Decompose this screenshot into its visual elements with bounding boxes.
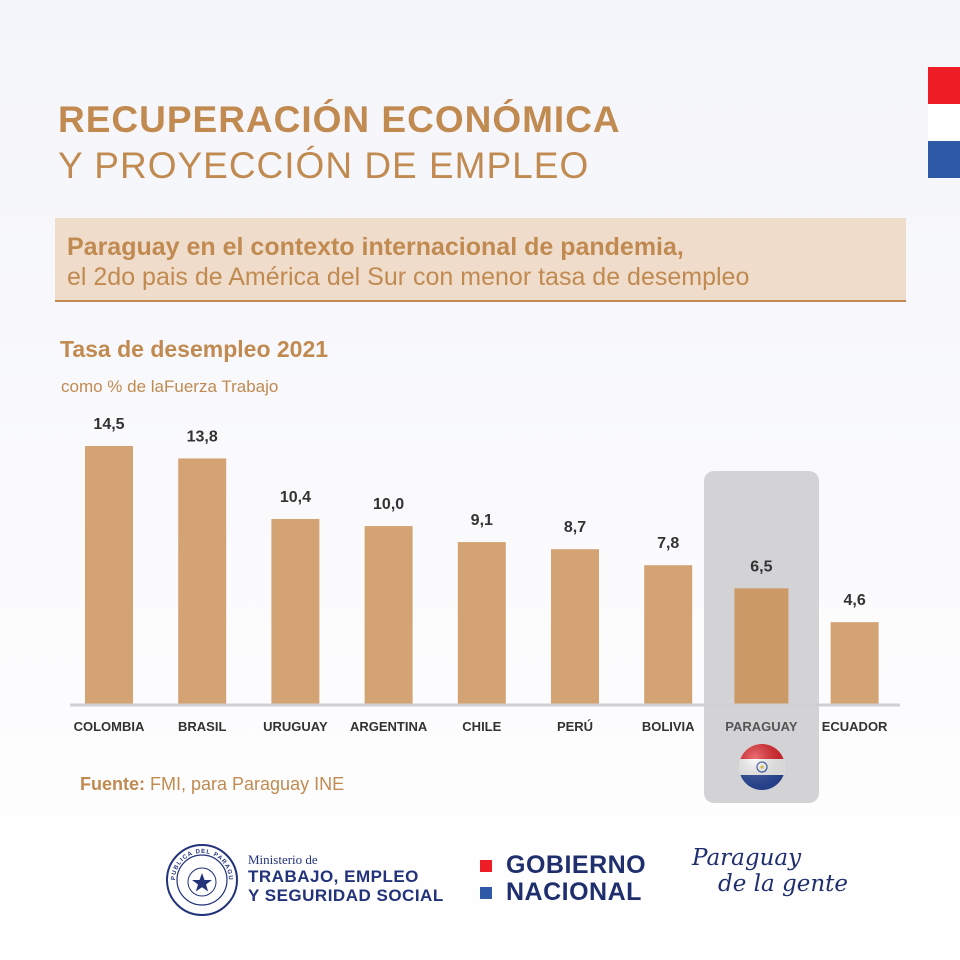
source-note: Fuente: FMI, para Paraguay INE — [80, 774, 344, 795]
red-square-icon — [480, 859, 492, 872]
bar-ecuador — [830, 622, 879, 704]
value-label-colombia: 14,5 — [93, 416, 124, 433]
source-text: FMI, para Paraguay INE — [145, 774, 345, 794]
flag-red-stripe — [928, 67, 960, 104]
bar-paraguay — [734, 588, 789, 704]
svg-text:REPUBLICA DEL PARAGUAY: REPUBLICA DEL PARAGUAY — [165, 843, 233, 881]
headline-banner: Paraguay en el contexto internacional de… — [55, 218, 906, 302]
paraguay-flag-strip — [928, 67, 960, 178]
category-label-perú: PERÚ — [557, 719, 593, 734]
value-label-argentina: 10,0 — [373, 496, 404, 513]
brand-line-2: de la gente — [718, 871, 849, 897]
ministry-line-1: Ministerio de — [248, 852, 318, 867]
bar-uruguay — [271, 518, 320, 704]
category-label-ecuador: ECUADOR — [822, 719, 888, 734]
value-label-brasil: 13,8 — [187, 428, 218, 445]
page-title: RECUPERACIÓN ECONÓMICA Y PROYECCIÓN DE E… — [58, 98, 621, 188]
title-line-2: Y PROYECCIÓN DE EMPLEO — [58, 145, 590, 186]
value-label-uruguay: 10,4 — [280, 489, 311, 506]
bar-perú — [551, 549, 599, 704]
title-line-1: RECUPERACIÓN ECONÓMICA — [58, 99, 621, 140]
chart-subtitle: como % de laFuerza Trabajo — [61, 377, 279, 396]
ministry-logo: Ministerio de TRABAJO, EMPLEO Y SEGURIDA… — [248, 852, 444, 906]
bar-bolivia — [644, 565, 693, 704]
ministry-line-3: Y SEGURIDAD SOCIAL — [248, 886, 444, 905]
bar-chile — [457, 542, 506, 704]
source-label: Fuente: — [80, 774, 145, 794]
category-label-chile: CHILE — [462, 719, 501, 734]
category-label-colombia: COLOMBIA — [74, 719, 145, 734]
brand-line-1: Paraguay — [692, 845, 802, 871]
banner-line-1: Paraguay en el contexto internacional de… — [67, 233, 684, 261]
banner-line-2: el 2do pais de América del Sur con menor… — [67, 263, 750, 291]
paraguay-de-la-gente-logo: Paraguay de la gente — [692, 845, 848, 897]
chart-title: Tasa de desempleo 2021 — [60, 336, 329, 362]
category-label-paraguay: PARAGUAY — [725, 719, 798, 734]
seal-text: REPUBLICA DEL PARAGUAY — [165, 843, 232, 881]
bar-colombia — [85, 446, 133, 704]
value-label-paraguay: 6,5 — [750, 558, 772, 575]
value-label-ecuador: 4,6 — [843, 592, 865, 609]
flag-white-stripe — [928, 104, 960, 141]
flag-blue-stripe — [928, 141, 960, 178]
category-label-brasil: BRASIL — [178, 719, 226, 734]
value-label-bolivia: 7,8 — [657, 535, 679, 552]
bar-brasil — [178, 458, 227, 704]
category-label-argentina: ARGENTINA — [350, 719, 428, 734]
paraguay-flag-icon — [739, 744, 785, 790]
category-label-uruguay: URUGUAY — [263, 719, 328, 734]
value-label-perú: 8,7 — [564, 519, 586, 536]
value-label-chile: 9,1 — [471, 512, 493, 529]
category-label-bolivia: BOLIVIA — [642, 719, 695, 734]
blue-square-icon — [480, 886, 492, 899]
gob-line-1: GOBIERNO — [506, 851, 647, 879]
bar-argentina — [364, 526, 413, 704]
national-seal-icon: REPUBLICA DEL PARAGUAY — [165, 843, 238, 916]
gob-line-2: NACIONAL — [506, 878, 642, 906]
ministry-line-2: TRABAJO, EMPLEO — [248, 867, 419, 886]
gobierno-nacional-logo: GOBIERNO NACIONAL — [480, 851, 647, 906]
